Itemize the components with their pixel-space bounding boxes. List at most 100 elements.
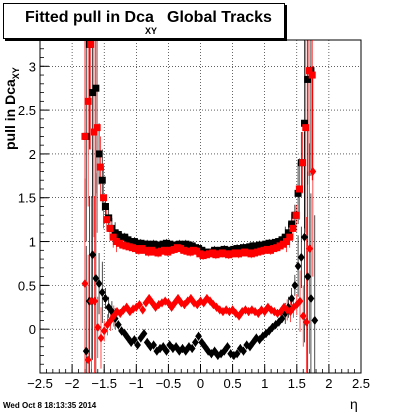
y-tick-label: 2.5	[18, 103, 36, 118]
data-point-square	[93, 124, 101, 132]
x-tick-label: −0.5	[156, 376, 182, 391]
data-point-diamond	[82, 346, 90, 356]
data-point-diamond	[98, 287, 106, 297]
data-point-diamond	[233, 349, 241, 359]
data-point-diamond	[304, 272, 312, 282]
data-point-diamond	[92, 273, 100, 283]
data-point-diamond	[102, 294, 109, 304]
data-point-diamond	[130, 335, 138, 345]
data-point-diamond	[94, 322, 102, 332]
data-point-square	[286, 233, 294, 241]
data-point-diamond	[301, 232, 308, 242]
x-tick-label: 2	[325, 376, 332, 391]
data-point-diamond	[163, 346, 170, 356]
y-axis-label-text: pull in Dca	[2, 79, 18, 150]
data-point-diamond	[114, 320, 122, 330]
y-tick-label: 1.5	[18, 191, 36, 206]
data-point-diamond	[188, 343, 196, 353]
y-tick-label: 3	[29, 59, 36, 74]
data-point-diamond	[81, 279, 89, 289]
data-point-square	[284, 229, 292, 237]
data-point-square	[100, 194, 108, 202]
footer-timestamp: Wed Oct 8 18:13:35 2014	[3, 401, 97, 410]
data-point-square	[101, 203, 109, 210]
chart-title-box: Fitted pull in Dca XY Global Tracks	[3, 3, 285, 39]
x-tick-label: 0.5	[224, 376, 242, 391]
data-point-square	[288, 220, 296, 228]
chart-title: Fitted pull in Dca	[25, 9, 154, 26]
data-point-diamond	[291, 280, 299, 290]
x-tick-label: 0	[197, 376, 204, 391]
data-point-diamond	[100, 326, 108, 336]
y-tick-label: 1	[29, 235, 36, 250]
data-point-square	[302, 124, 310, 132]
x-tick-label: 1.5	[288, 376, 306, 391]
chart-title-tail: Global Tracks	[167, 9, 272, 26]
data-point-square	[295, 185, 303, 193]
data-point-square	[308, 71, 316, 79]
x-tick-label: −2.5	[27, 376, 53, 391]
x-tick-label: −1.5	[91, 376, 117, 391]
data-point-diamond	[140, 329, 148, 339]
data-point-square	[281, 233, 289, 241]
data-point-square	[109, 233, 117, 241]
data-point-diamond	[297, 252, 305, 262]
data-point-diamond	[91, 296, 98, 306]
data-point-square	[289, 224, 297, 232]
data-point-diamond	[224, 342, 231, 352]
data-point-square	[301, 119, 309, 127]
data-point-square	[305, 67, 313, 75]
x-tick-label: −2	[65, 376, 80, 391]
data-point-diamond	[89, 250, 97, 260]
y-axis-label: pull in DcaXY	[2, 67, 21, 150]
data-point-diamond	[288, 294, 296, 304]
data-point-diamond	[306, 244, 314, 254]
data-point-diamond	[311, 315, 319, 325]
data-point-diamond	[195, 331, 202, 341]
data-point-diamond	[294, 261, 302, 271]
data-point-square	[90, 128, 98, 136]
data-point-diamond	[303, 317, 310, 327]
data-point-diamond	[191, 337, 199, 347]
data-point-diamond	[240, 346, 247, 356]
data-point-square	[103, 216, 111, 224]
data-point-diamond	[150, 340, 158, 350]
data-point-square	[299, 159, 307, 167]
y-tick-label: 0	[29, 322, 36, 337]
data-point-diamond	[249, 337, 257, 347]
data-point-square	[283, 238, 291, 246]
data-point-diamond	[136, 300, 143, 310]
data-point-diamond	[139, 305, 147, 315]
data-point-square	[106, 224, 114, 232]
chart-title-subscript: XY	[145, 26, 158, 36]
data-point-square	[95, 150, 103, 158]
data-point-square	[292, 211, 300, 219]
data-point-diamond	[299, 311, 307, 321]
x-tick-label: −1	[129, 376, 144, 391]
data-point-square	[98, 176, 106, 184]
y-axis-label-subscript: XY	[10, 67, 21, 80]
data-point-square	[304, 75, 312, 83]
data-point-diamond	[84, 355, 92, 365]
data-point-square	[294, 189, 302, 197]
data-point-square	[92, 84, 100, 92]
data-point-diamond	[134, 340, 141, 350]
y-tick-label: 0.5	[18, 278, 36, 293]
data-point-diamond	[307, 294, 315, 304]
x-tick-label: 1	[261, 376, 268, 391]
data-point-square	[81, 132, 89, 140]
data-point-diamond	[296, 296, 304, 306]
data-point-diamond	[278, 314, 286, 324]
x-axis-label: η	[350, 396, 358, 412]
data-point-square	[89, 89, 97, 97]
data-point-square	[84, 97, 92, 105]
data-point-diamond	[309, 166, 317, 176]
data-point-diamond	[97, 333, 105, 343]
y-tick-label: 2	[29, 147, 36, 162]
data-point-square	[87, 40, 95, 48]
x-tick-label: 2.5	[352, 376, 370, 391]
data-point-square	[96, 163, 104, 171]
data-point-diamond	[95, 279, 103, 289]
